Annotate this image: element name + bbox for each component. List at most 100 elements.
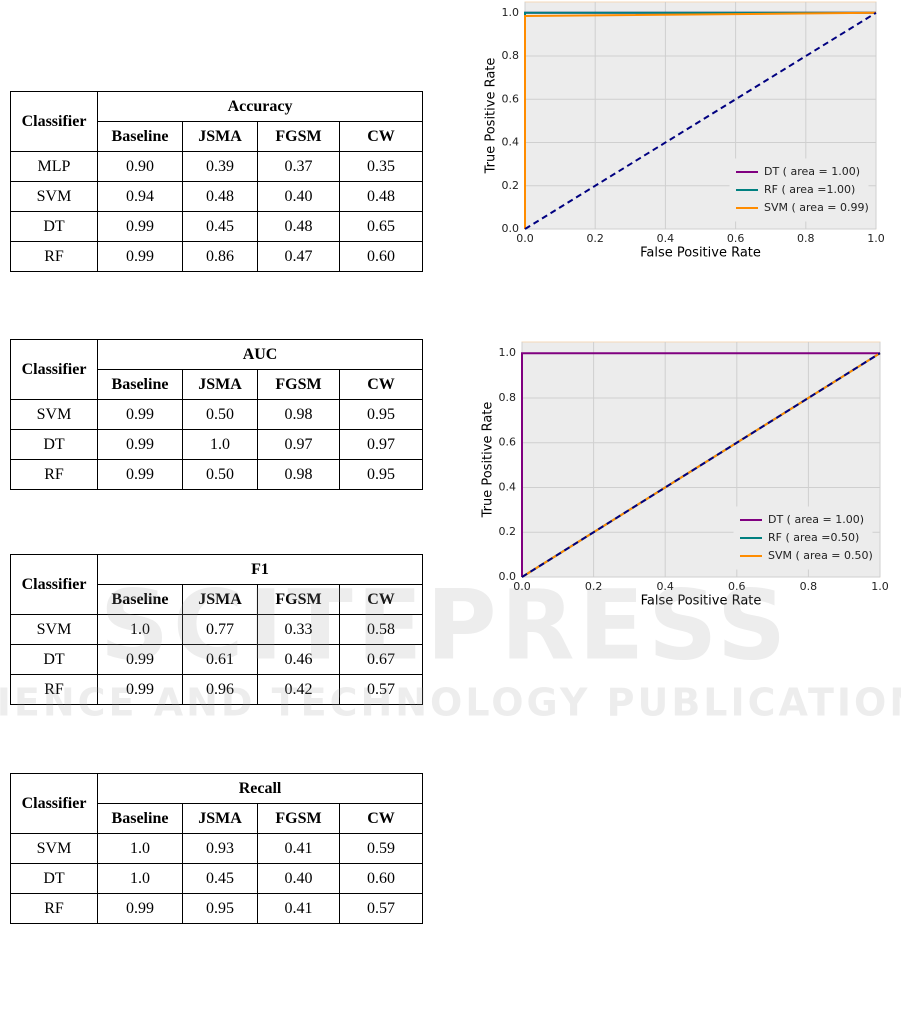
cell: 0.33	[257, 614, 340, 645]
table-row: SVM 1.0 0.93 0.41 0.59	[10, 833, 424, 864]
x-tick-label: 0.6	[728, 580, 746, 593]
column-header: Baseline	[97, 803, 183, 834]
table-row: RF 0.99 0.96 0.42 0.57	[10, 674, 424, 705]
cell: 0.98	[257, 399, 340, 430]
table-row: RF 0.99 0.50 0.98 0.95	[10, 459, 424, 490]
cell: 0.40	[257, 863, 340, 894]
cell: 0.97	[257, 429, 340, 460]
legend-label: DT ( area = 1.00)	[764, 165, 860, 178]
cell: MLP	[10, 151, 98, 182]
cell: 0.50	[182, 459, 258, 490]
cell: 0.45	[182, 211, 258, 242]
column-header: CW	[338, 584, 424, 615]
x-tick-label: 0.8	[797, 232, 815, 245]
roc-line	[521, 352, 881, 578]
x-tick-label: 1.0	[867, 232, 885, 245]
header-cell: Classifier	[10, 91, 98, 152]
roc-line	[524, 11, 876, 229]
y-tick-label: 0.0	[502, 222, 520, 235]
legend-label: SVM ( area = 0.99)	[764, 201, 869, 214]
cell: 0.47	[257, 241, 340, 272]
x-tick-label: 0.2	[585, 580, 603, 593]
cell: 0.40	[257, 181, 340, 212]
cell: 0.39	[182, 151, 258, 182]
cell: DT	[10, 429, 98, 460]
cell: 0.45	[182, 863, 258, 894]
x-tick-label: 0.6	[727, 232, 745, 245]
cell: RF	[10, 674, 98, 705]
plot-area	[524, 1, 877, 230]
table-row: DT 0.99 0.61 0.46 0.67	[10, 644, 424, 675]
cell: 0.57	[338, 674, 424, 705]
cell: SVM	[10, 399, 98, 430]
cell: 1.0	[97, 614, 183, 645]
column-header: Baseline	[97, 369, 183, 400]
header-row: Classifier Accuracy	[10, 91, 424, 152]
column-header: JSMA	[182, 121, 258, 152]
column-header: JSMA	[182, 584, 258, 615]
plot-area	[521, 341, 881, 578]
table-row: SVM 0.94 0.48 0.40 0.48	[10, 181, 424, 212]
cell: 1.0	[97, 863, 183, 894]
cell: 0.46	[257, 644, 340, 675]
y-tick-label: 0.8	[502, 49, 520, 62]
header-row: Baseline JSMA FGSM CW	[11, 584, 424, 615]
x-tick-label: 0.4	[656, 580, 674, 593]
x-tick-label: 0.2	[586, 232, 604, 245]
cell: 0.97	[338, 429, 424, 460]
table: Classifier AUC Baseline JSMA FGSM CW SVM 0.99 0.…	[10, 339, 424, 490]
cell: 0.99	[97, 674, 183, 705]
table-row: DT 0.99 0.45 0.48 0.65	[10, 211, 424, 242]
cell: SVM	[10, 833, 98, 864]
cell: 0.93	[182, 833, 258, 864]
legend	[729, 158, 869, 222]
x-tick-label: 0.4	[657, 232, 675, 245]
y-tick-label: 0.2	[502, 179, 520, 192]
cell: 0.94	[97, 181, 183, 212]
legend-label: RF ( area =0.50)	[768, 531, 859, 544]
cell: 0.99	[97, 211, 183, 242]
roc-line	[521, 352, 881, 578]
column-header: FGSM	[257, 369, 340, 400]
cell: 0.42	[257, 674, 340, 705]
reference-line	[524, 11, 877, 230]
cell: DT	[10, 863, 98, 894]
table-row: SVM 0.99 0.50 0.98 0.95	[10, 399, 424, 430]
cell: 0.65	[338, 211, 424, 242]
header-cell: Classifier	[10, 554, 98, 615]
cell: 0.95	[338, 459, 424, 490]
cell: RF	[10, 459, 98, 490]
column-header: FGSM	[257, 584, 340, 615]
cell: 1.0	[182, 429, 258, 460]
metric-cell: F1	[96, 554, 424, 585]
header-row: Baseline JSMA FGSM CW	[11, 369, 424, 400]
header-cell: Classifier	[10, 773, 98, 834]
roc-line	[524, 11, 876, 229]
column-header: Baseline	[97, 121, 183, 152]
y-axis-label: True Positive Rate	[484, 58, 499, 175]
legend-label: DT ( area = 1.00)	[768, 513, 864, 526]
table-row: DT 0.99 1.0 0.97 0.97	[10, 429, 424, 460]
cell: 0.99	[97, 459, 183, 490]
column-header: JSMA	[182, 803, 258, 834]
metric-cell: AUC	[96, 339, 424, 370]
roc-line	[521, 352, 880, 577]
header-cell: Classifier	[10, 339, 98, 400]
cell: RF	[10, 893, 98, 924]
y-tick-label: 0.4	[499, 480, 517, 493]
cell: 0.60	[338, 863, 424, 894]
reference-line	[521, 352, 881, 578]
y-tick-label: 0.2	[499, 525, 517, 538]
column-header: CW	[338, 369, 424, 400]
cell: 0.99	[97, 241, 183, 272]
legend	[733, 506, 873, 570]
x-axis-label: False Positive Rate	[641, 594, 762, 609]
cell: 0.95	[182, 893, 258, 924]
y-tick-label: 0.8	[499, 391, 517, 404]
cell: 0.50	[182, 399, 258, 430]
cell: 0.37	[257, 151, 340, 182]
header-row: Baseline JSMA FGSM CW	[11, 121, 424, 152]
cell: 0.99	[97, 893, 183, 924]
cell: 0.48	[182, 181, 258, 212]
